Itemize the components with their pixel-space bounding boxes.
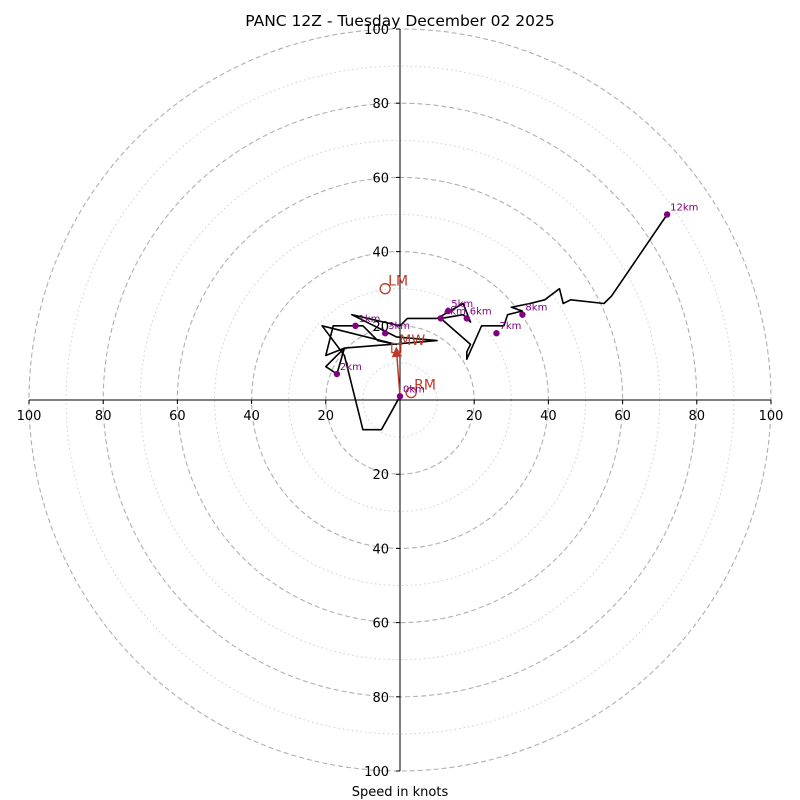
x-tick-label: 20 — [318, 409, 335, 424]
storm-motion-mw-label: MW — [399, 333, 425, 349]
y-tick-label: 100 — [364, 23, 389, 38]
y-tick-label: 60 — [372, 171, 389, 186]
height-marker-12km — [663, 211, 671, 218]
storm-motion-lm-marker — [379, 283, 391, 295]
y-tick-label: 40 — [372, 246, 389, 261]
x-tick-label: 100 — [759, 409, 784, 424]
height-label-7km: 7km — [499, 321, 521, 332]
height-label-3km: 3km — [388, 321, 410, 332]
height-label-5km: 5km — [451, 299, 473, 310]
y-tick-label: 20 — [372, 468, 389, 483]
height-label-1km: 1km — [358, 314, 380, 325]
x-tick-label: 100 — [17, 409, 42, 424]
x-tick-label: 60 — [614, 409, 631, 424]
y-tick-label: 80 — [372, 97, 389, 112]
x-tick-label: 80 — [95, 409, 112, 424]
x-tick-label: 20 — [466, 409, 483, 424]
y-tick-label: 60 — [372, 617, 389, 632]
height-label-12km: 12km — [670, 203, 698, 214]
x-axis-tick-labels: 100 80 60 40 20 20 40 60 80 100 — [17, 400, 784, 424]
height-marker-0km — [396, 393, 404, 400]
height-label-4km: 4km — [444, 306, 466, 317]
storm-motion-lm-label: LM — [388, 274, 408, 290]
storm-motion-vector — [391, 346, 403, 397]
x-tick-label: 80 — [689, 409, 706, 424]
height-marker-8km — [519, 311, 526, 318]
x-tick-label: 40 — [540, 409, 557, 424]
x-axis-label: Speed in knots — [352, 785, 449, 800]
height-marker-6km — [463, 315, 470, 322]
height-marker-2km — [333, 370, 341, 378]
storm-motion-rm-marker — [405, 386, 417, 399]
y-tick-label: 80 — [372, 691, 389, 706]
axes — [29, 29, 771, 771]
height-marker-4km — [437, 315, 445, 322]
height-label-0km: 0km — [403, 384, 425, 395]
storm-motion-layer: LM MW RM — [379, 274, 436, 399]
y-tick-label: 100 — [364, 765, 389, 780]
height-label-2km: 2km — [340, 362, 362, 373]
x-tick-label: 40 — [243, 409, 260, 424]
storm-motion-rm-label: RM — [414, 378, 436, 394]
y-tick-label: 40 — [372, 542, 389, 557]
height-marker-1km — [352, 322, 359, 329]
height-marker-7km — [493, 330, 500, 337]
height-marker-3km — [381, 330, 389, 337]
height-marker-5km — [445, 307, 452, 315]
height-label-6km: 6km — [470, 306, 492, 317]
height-label-8km: 8km — [525, 303, 547, 314]
storm-motion-mw-marker — [391, 342, 402, 354]
x-tick-label: 60 — [169, 409, 186, 424]
chart-title: PANC 12Z - Tuesday December 02 2025 — [245, 12, 554, 30]
